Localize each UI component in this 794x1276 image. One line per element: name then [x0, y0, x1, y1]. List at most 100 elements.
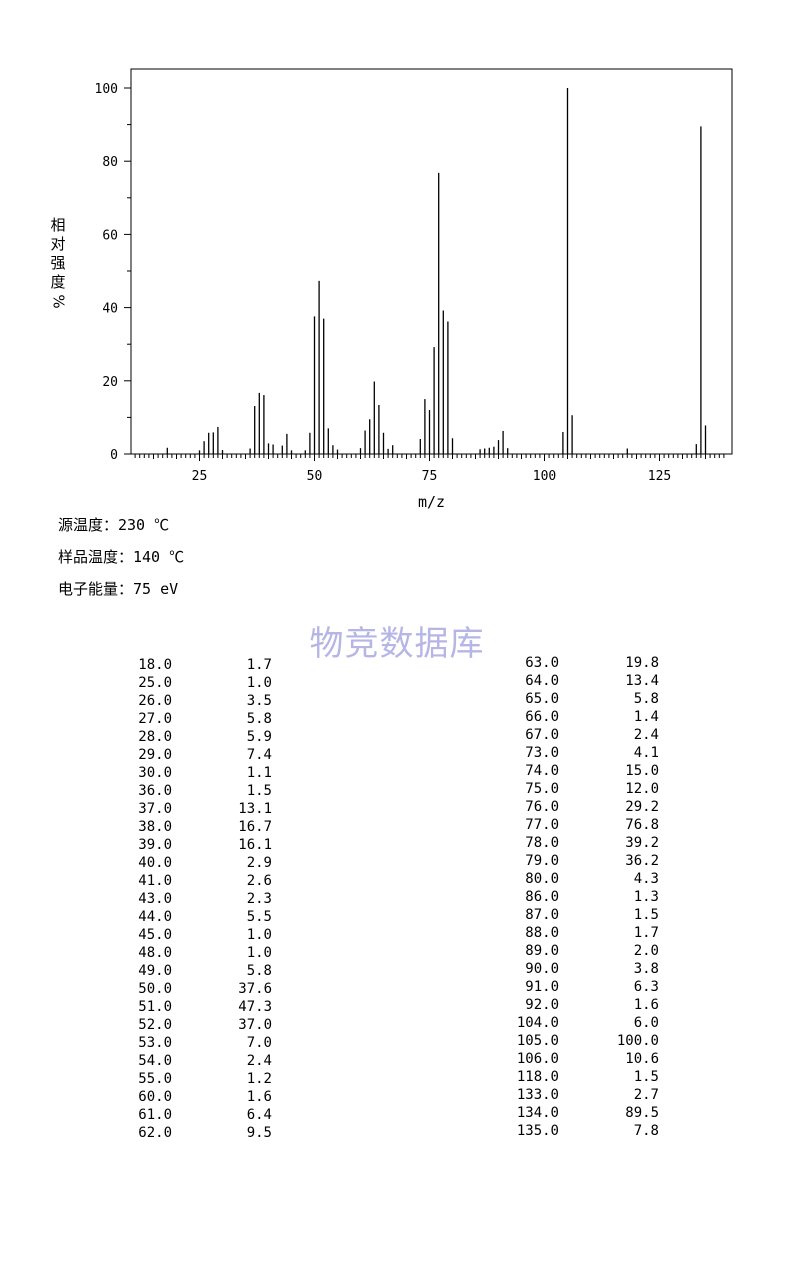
mz-value: 64.0 — [525, 673, 559, 689]
mz-value: 105.0 — [516, 1033, 559, 1049]
table-row: 41.0 2.6 — [122, 872, 272, 890]
table-row: 54.0 2.4 — [122, 1052, 272, 1070]
table-row: 133.0 2.7 — [500, 1086, 659, 1104]
abundance-value: 1.4 — [633, 709, 659, 725]
mz-value: 133.0 — [516, 1087, 559, 1103]
peak-table-left: 18.0 1.7 25.0 1.0 26.0 3.5 27.0 5.8 28.0 5.9 29.0 7… — [122, 656, 272, 1142]
x-tick-label: 125 — [648, 469, 671, 484]
table-row: 30.0 1.1 — [122, 764, 272, 782]
y-axis-label-char: 相 — [50, 216, 66, 234]
table-row: 40.0 2.9 — [122, 854, 272, 872]
y-tick-label: 100 — [95, 82, 118, 97]
table-row: 118.0 1.5 — [500, 1068, 659, 1086]
mz-value: 75.0 — [525, 781, 559, 797]
mz-value: 52.0 — [138, 1017, 172, 1033]
table-row: 87.0 1.5 — [500, 906, 659, 924]
y-axis-label-char: 度 — [50, 273, 66, 291]
mz-value: 78.0 — [525, 835, 559, 851]
mz-value: 41.0 — [138, 873, 172, 889]
mz-value: 90.0 — [525, 961, 559, 977]
table-row: 73.0 4.1 — [500, 744, 659, 762]
table-row: 37.0 13.1 — [122, 800, 272, 818]
mz-value: 67.0 — [525, 727, 559, 743]
abundance-value: 7.4 — [246, 747, 272, 763]
plot-axes: 0 20 40 60 80 100 25 50 75 100 125 m/z — [95, 68, 733, 511]
mz-value: 65.0 — [525, 691, 559, 707]
spectrum-peaks — [166, 88, 707, 454]
watermark: 物竞数据库 — [309, 624, 485, 664]
mz-value: 77.0 — [525, 817, 559, 833]
mz-value: 27.0 — [138, 711, 172, 727]
mz-value: 61.0 — [138, 1107, 172, 1123]
mz-value: 135.0 — [516, 1123, 559, 1139]
plot-frame — [130, 68, 733, 455]
table-row: 90.0 3.8 — [500, 960, 659, 978]
y-axis-unit: % — [49, 294, 68, 309]
electron-energy: 电子能量：75 eV — [58, 580, 179, 598]
table-row: 39.0 16.1 — [122, 836, 272, 854]
mz-value: 30.0 — [138, 765, 172, 781]
table-row: 78.0 39.2 — [500, 834, 659, 852]
mz-value: 80.0 — [525, 871, 559, 887]
abundance-value: 13.4 — [625, 673, 659, 689]
abundance-value: 1.6 — [246, 1089, 272, 1105]
table-row: 92.0 1.6 — [500, 996, 659, 1014]
abundance-value: 2.0 — [633, 943, 659, 959]
abundance-value: 76.8 — [625, 817, 659, 833]
abundance-value: 1.0 — [246, 927, 272, 943]
abundance-value: 37.6 — [238, 981, 272, 997]
mz-value: 53.0 — [138, 1035, 172, 1051]
table-row: 29.0 7.4 — [122, 746, 272, 764]
mz-value: 28.0 — [138, 729, 172, 745]
table-row: 64.0 13.4 — [500, 672, 659, 690]
abundance-value: 6.4 — [246, 1107, 272, 1123]
abundance-value: 1.5 — [633, 1069, 659, 1085]
table-row: 51.0 47.3 — [122, 998, 272, 1016]
y-axis-label-char: 对 — [50, 235, 66, 253]
table-row: 61.0 6.4 — [122, 1106, 272, 1124]
abundance-value: 5.8 — [246, 963, 272, 979]
mz-value: 79.0 — [525, 853, 559, 869]
abundance-value: 3.8 — [633, 961, 659, 977]
table-row: 104.0 6.0 — [500, 1014, 659, 1032]
abundance-value: 1.0 — [246, 945, 272, 961]
abundance-value: 15.0 — [625, 763, 659, 779]
x-tick-label: 50 — [307, 469, 323, 484]
mz-value: 91.0 — [525, 979, 559, 995]
abundance-value: 1.0 — [246, 675, 272, 691]
mz-value: 60.0 — [138, 1089, 172, 1105]
abundance-value: 2.3 — [246, 891, 272, 907]
abundance-value: 2.4 — [246, 1053, 272, 1069]
mass-spectrum-chart: 0 20 40 60 80 100 25 50 75 100 125 m/z — [95, 68, 733, 511]
table-row: 67.0 2.4 — [500, 726, 659, 744]
abundance-value: 47.3 — [238, 999, 272, 1015]
abundance-value: 1.7 — [246, 657, 272, 673]
mz-value: 106.0 — [516, 1051, 559, 1067]
abundance-value: 4.1 — [633, 745, 659, 761]
table-row: 77.0 76.8 — [500, 816, 659, 834]
abundance-value: 9.5 — [246, 1125, 272, 1141]
y-tick-label: 80 — [102, 155, 118, 170]
abundance-value: 12.0 — [625, 781, 659, 797]
abundance-value: 3.5 — [246, 693, 272, 709]
abundance-value: 10.6 — [625, 1051, 659, 1067]
mz-value: 36.0 — [138, 783, 172, 799]
mz-value: 50.0 — [138, 981, 172, 997]
table-row: 60.0 1.6 — [122, 1088, 272, 1106]
abundance-value: 1.5 — [633, 907, 659, 923]
y-tick-label: 60 — [102, 228, 118, 243]
mz-value: 44.0 — [138, 909, 172, 925]
table-row: 55.0 1.2 — [122, 1070, 272, 1088]
y-axis-label-char: 强 — [50, 254, 66, 272]
table-row: 48.0 1.0 — [122, 944, 272, 962]
abundance-value: 16.1 — [238, 837, 272, 853]
abundance-value: 5.8 — [246, 711, 272, 727]
table-row: 45.0 1.0 — [122, 926, 272, 944]
table-row: 66.0 1.4 — [500, 708, 659, 726]
table-row: 18.0 1.7 — [122, 656, 272, 674]
mz-value: 54.0 — [138, 1053, 172, 1069]
mz-value: 63.0 — [525, 655, 559, 671]
table-row: 91.0 6.3 — [500, 978, 659, 996]
abundance-value: 2.4 — [633, 727, 659, 743]
table-row: 25.0 1.0 — [122, 674, 272, 692]
